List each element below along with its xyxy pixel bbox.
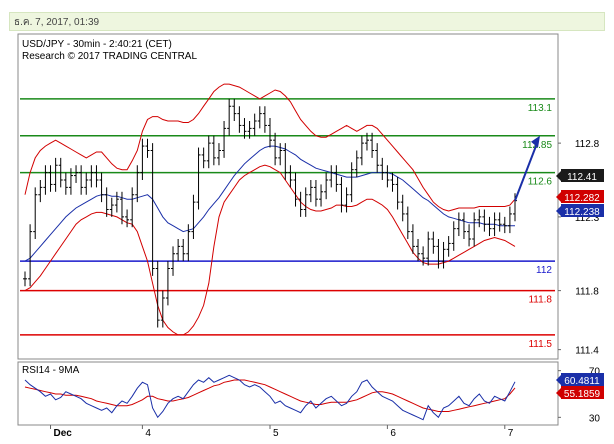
rsi-ma-line [24, 379, 516, 412]
top-bar: ธ.ค. 7, 2017, 01:39 [0, 0, 614, 34]
rsi-y-tick-label: 70 [589, 367, 601, 378]
x-tick-label: 5 [273, 428, 279, 439]
x-tick-label: 4 [145, 428, 151, 439]
rsi-chart-title: RSI14 - 9MA [22, 365, 80, 376]
price-badge-pointer [556, 171, 561, 181]
rsi-line [24, 374, 516, 421]
level-label: 112 [536, 265, 552, 276]
price-badge-pointer [556, 388, 561, 398]
x-tick-label: Dec [54, 428, 73, 439]
main-chart-title: USD/JPY - 30min - 2:40:21 (CET) [22, 39, 172, 50]
price-badge-label: 55.1859 [564, 389, 601, 400]
price-badge [561, 190, 604, 203]
level-label: 111.8 [528, 295, 552, 306]
rsi-panel-frame [17, 361, 559, 426]
price-badge [561, 373, 604, 386]
y-tick-label: 112.3 [575, 213, 600, 224]
rsi-y-tick-label: 30 [589, 413, 601, 424]
level-label: 111.5 [528, 339, 552, 350]
price-badge [561, 204, 604, 217]
price-badge-label: 112.41 [567, 172, 597, 183]
price-badge-pointer [556, 206, 561, 216]
main-panel-frame [17, 33, 559, 360]
y-tick-label: 112.8 [575, 139, 600, 150]
projection-arrow-head [531, 135, 540, 148]
y-tick-label: 111.8 [575, 287, 599, 298]
price-badge [561, 386, 604, 399]
price-badge-label: 112.238 [564, 207, 600, 218]
datetime-label: ธ.ค. 7, 2017, 01:39 [9, 12, 605, 31]
level-label: 112.6 [528, 177, 553, 188]
x-tick-label: 6 [390, 428, 396, 439]
level-label: 113.1 [528, 103, 553, 114]
projection-arrow-shaft [514, 140, 539, 202]
bollinger-upper-line [24, 83, 516, 212]
price-badge [561, 169, 604, 182]
price-badge-pointer [556, 192, 561, 202]
price-badge-label: 112.282 [564, 193, 600, 204]
x-tick-label: 7 [508, 428, 514, 439]
main-chart-subtitle: Research © 2017 TRADING CENTRAL [22, 51, 197, 62]
price-badge-pointer [556, 375, 561, 385]
price-badge-label: 60.4811 [564, 376, 600, 387]
y-tick-label: 111.4 [575, 346, 599, 357]
